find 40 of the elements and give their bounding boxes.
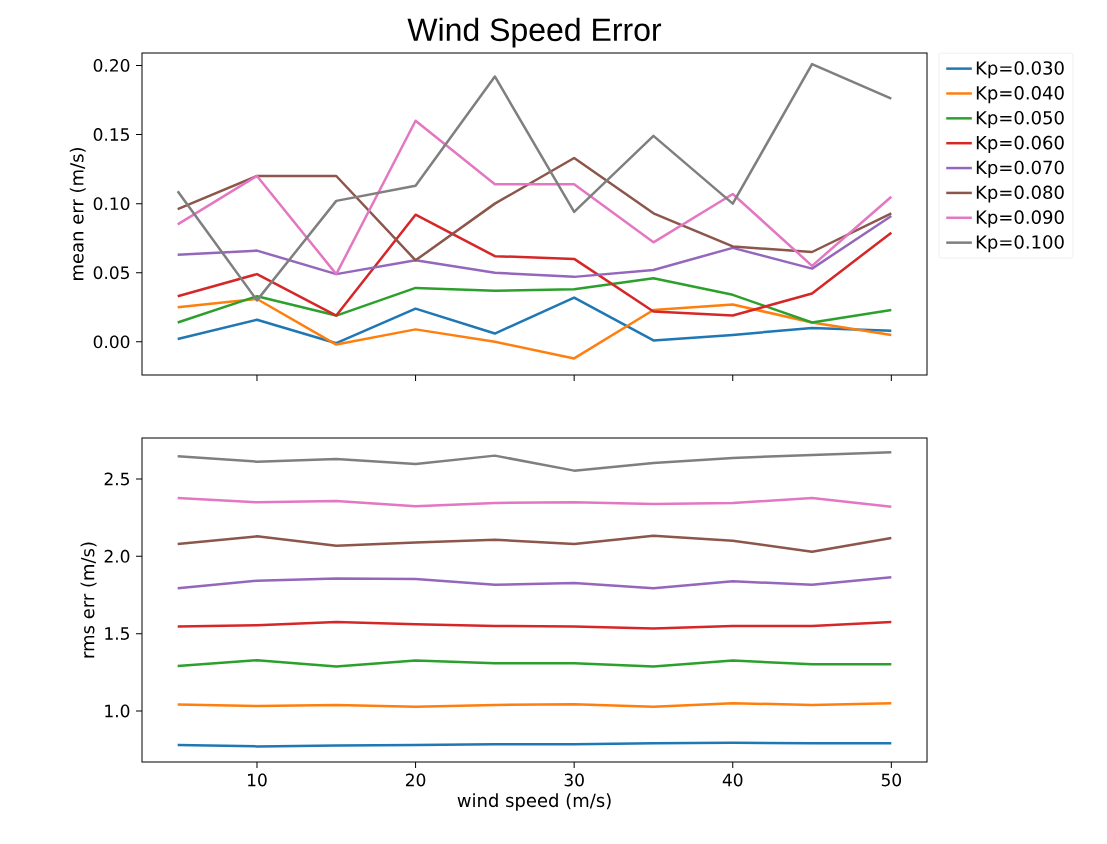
legend-label: Kp=0.090 [976, 210, 1064, 228]
line-series [176, 296, 893, 345]
line-series [176, 450, 893, 472]
line-series [176, 576, 893, 590]
y-axis-title: rms err (m/s) [80, 542, 97, 658]
line-series [176, 658, 893, 668]
x-tick-label: 30 [564, 773, 584, 787]
legend-label: Kp=0.080 [976, 185, 1064, 203]
legend-label: Kp=0.070 [976, 160, 1064, 178]
y-tick-label: 0.20 [93, 58, 130, 72]
y-tick-label: 0.15 [93, 128, 129, 141]
legend-label: Kp=0.100 [976, 235, 1064, 253]
x-tick-label: 10 [248, 773, 267, 787]
line-series [176, 534, 893, 554]
line-series [176, 119, 893, 276]
x-tick-label: 40 [722, 773, 743, 787]
line-series [176, 156, 893, 262]
y-tick-label: 2.5 [104, 472, 129, 486]
x-tick-label: 50 [881, 773, 902, 787]
y-tick-label: 0.00 [93, 335, 130, 349]
y-tick-label: 2.0 [104, 549, 130, 563]
line-series [176, 277, 893, 324]
legend-label: Kp=0.030 [976, 61, 1064, 79]
line-series [176, 297, 893, 360]
chart-title: Wind Speed Error [407, 17, 662, 48]
legend-label: Kp=0.040 [976, 86, 1064, 104]
line-series [176, 496, 893, 508]
y-axis-title: mean err (m/s) [69, 148, 86, 280]
line-series [176, 620, 893, 630]
line-series [176, 214, 893, 279]
y-tick-label: 0.05 [93, 266, 129, 280]
x-tick-label: 20 [405, 773, 426, 787]
legend-label: Kp=0.050 [976, 110, 1064, 129]
legend-label: Kp=0.060 [976, 135, 1064, 153]
y-tick-label: 0.10 [93, 197, 130, 211]
y-tick-label: 1.5 [105, 627, 129, 640]
x-axis-title: wind speed (m/s) [457, 793, 611, 811]
y-tick-label: 1.0 [105, 704, 130, 718]
line-series [176, 62, 893, 302]
line-series [176, 213, 893, 317]
